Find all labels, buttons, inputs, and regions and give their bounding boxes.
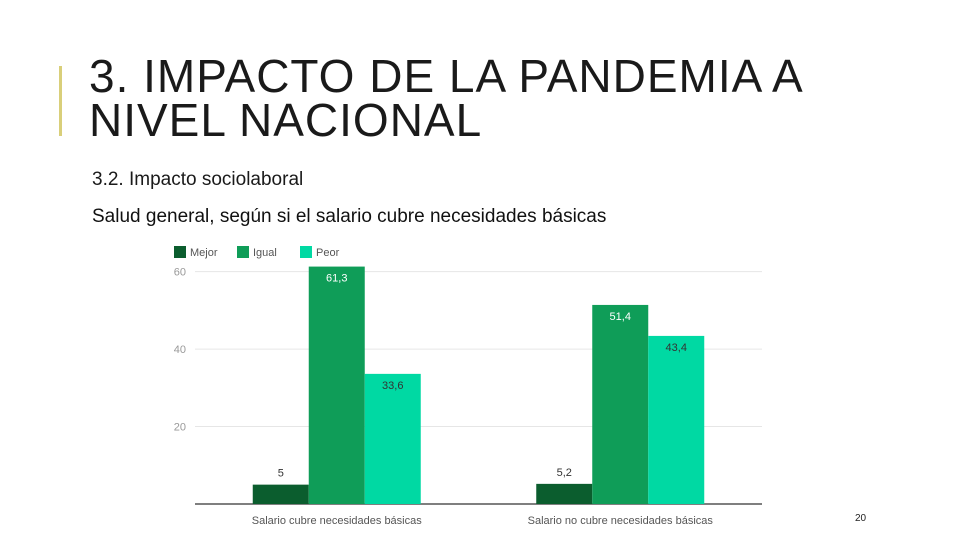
chart-data-labels: 5 61,3 33,6 5,2 51,4 43,4 <box>278 273 687 480</box>
page-number: 20 <box>855 513 867 524</box>
bar-igual-0 <box>308 266 365 504</box>
legend-swatch-2 <box>300 246 312 258</box>
data-label-igual-1: 51,4 <box>610 311 631 323</box>
bar-chart: Mejor Igual Peor 20 40 60 5 61,3 33,6 5,2 51,4 43… <box>174 246 762 527</box>
data-label-igual-0: 61,3 <box>326 273 347 285</box>
bar-mejor-0 <box>252 484 309 504</box>
category-label-1: Salario no cubre necesidades básicas <box>528 515 714 527</box>
bar-peor-1 <box>648 335 705 504</box>
y-tick-label-2: 60 <box>174 267 186 279</box>
slide-title: 3. IMPACTO DE LA PANDEMIA A NIVEL NACION… <box>89 50 802 146</box>
legend-label-0: Mejor <box>190 247 218 259</box>
y-tick-label-0: 20 <box>174 422 186 434</box>
data-label-mejor-0: 5 <box>278 468 284 480</box>
legend-label-1: Igual <box>253 247 277 259</box>
slide-subtitle: 3.2. Impacto sociolaboral <box>92 169 304 190</box>
y-tick-label-1: 40 <box>174 344 186 356</box>
bar-mejor-1 <box>536 483 593 504</box>
data-label-mejor-1: 5,2 <box>557 467 572 479</box>
chart-title: Salud general, según si el salario cubre… <box>92 206 607 227</box>
chart-legend: Mejor Igual Peor <box>174 246 340 259</box>
legend-swatch-1 <box>237 246 249 258</box>
bar-peor-0 <box>364 373 421 504</box>
data-label-peor-1: 43,4 <box>666 342 687 354</box>
accent-bar <box>59 66 62 136</box>
category-label-0: Salario cubre necesidades básicas <box>252 515 422 527</box>
chart-bars <box>252 266 705 504</box>
data-label-peor-0: 33,6 <box>382 380 403 392</box>
legend-label-2: Peor <box>316 247 340 259</box>
legend-swatch-0 <box>174 246 186 258</box>
chart-category-labels: Salario cubre necesidades básicas Salario… <box>252 515 714 527</box>
bar-igual-1 <box>592 304 649 504</box>
